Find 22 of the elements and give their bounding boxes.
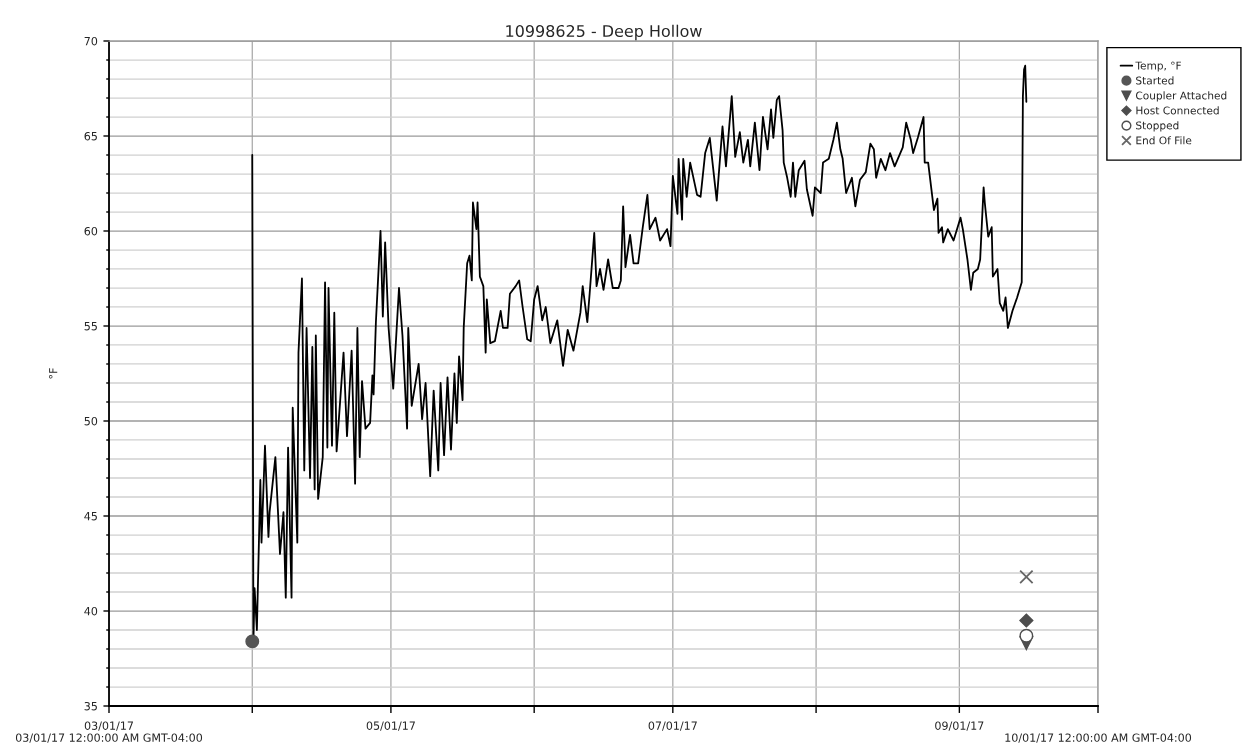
x-tick-label: 05/01/17 [366,721,415,731]
x-tick-label: 03/01/17 [84,721,133,731]
legend-label: Host Connected [1136,106,1219,115]
y-tick-label: 60 [84,226,98,236]
x-tick-label: 09/01/17 [935,721,984,731]
text: 03/01/17 12:00:00 AM GMT-04:00 [15,733,203,743]
y-tick-label: 35 [84,701,97,711]
y-tick-label: 55 [84,322,97,331]
legend-label: Stopped [1136,121,1179,132]
legend-label: Coupler Attached [1135,91,1227,102]
legend-label: End Of File [1136,136,1192,145]
y-tick-label: 65 [84,131,97,141]
y-tick-label: 50 [84,416,98,426]
x-tick-label: 07/01/17 [648,721,697,731]
y-tick-label: 40 [84,606,98,616]
y-axis-title: °F [48,368,58,379]
y-tick-label: 45 [84,512,97,521]
text: 10/01/17 12:00:00 AM GMT-04:00 [1005,733,1192,743]
y-tick-label: 70 [84,36,98,46]
legend-label: Started [1136,76,1174,85]
legend-label: Temp, °F [1135,61,1181,72]
chart-title: 10998625 - Deep Hollow [506,24,702,41]
